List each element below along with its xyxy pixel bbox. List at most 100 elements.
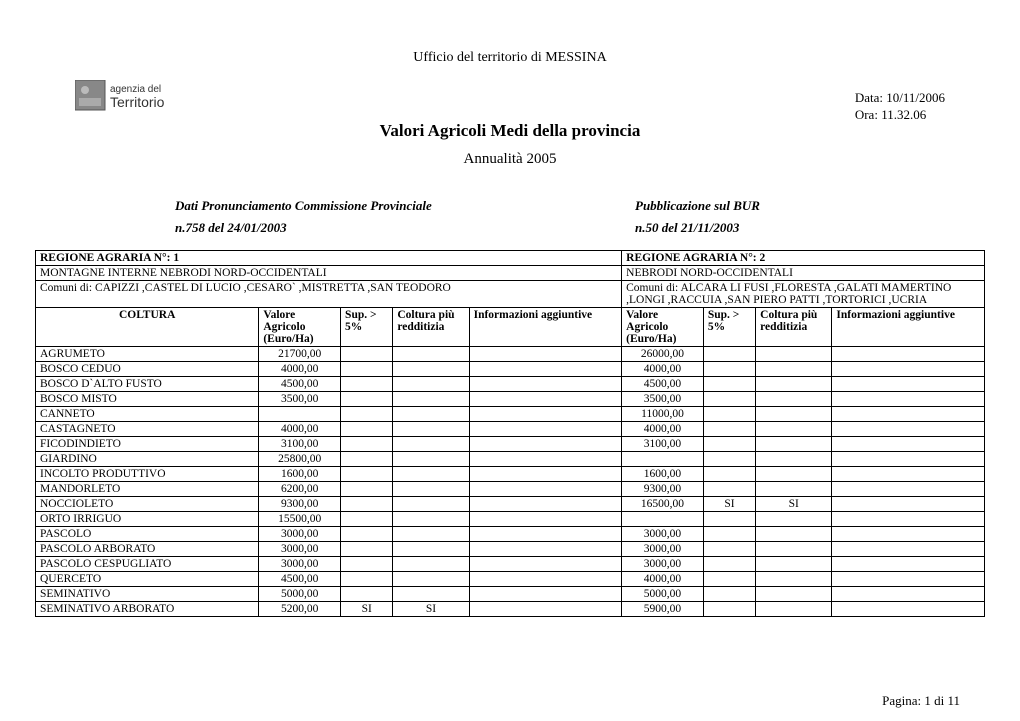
table-row: ORTO IRRIGUO15500,00 [36,512,985,527]
cell-r2 [756,587,832,602]
cell-coltura: BOSCO CEDUO [36,362,259,377]
cell-i1 [469,497,622,512]
cell-s1 [341,587,393,602]
cell-i2 [832,392,985,407]
cell-r1 [393,437,469,452]
date-label: Data: 10/11/2006 [855,90,945,107]
cell-r1 [393,527,469,542]
cell-r2: SI [756,497,832,512]
cell-v2 [622,452,704,467]
cell-s2 [703,407,755,422]
table-row: FICODINDIETO3100,003100,00 [36,437,985,452]
cell-i2 [832,467,985,482]
region-comuni-row: Comuni di: CAPIZZI ,CASTEL DI LUCIO ,CES… [36,281,985,308]
cell-i2 [832,497,985,512]
cell-v1: 3500,00 [259,392,341,407]
cell-s2 [703,512,755,527]
cell-i2 [832,587,985,602]
cell-r1 [393,392,469,407]
col-redditizia-2: Coltura più redditizia [756,308,832,347]
cell-i1 [469,512,622,527]
cell-v1: 4500,00 [259,572,341,587]
cell-r2 [756,542,832,557]
cell-i2 [832,377,985,392]
table-row: SEMINATIVO ARBORATO5200,00SISI5900,00 [36,602,985,617]
cell-r1 [393,542,469,557]
cell-v1: 9300,00 [259,497,341,512]
page-footer: Pagina: 1 di 11 [882,693,960,709]
cell-i1 [469,572,622,587]
cell-i1 [469,602,622,617]
cell-i1 [469,482,622,497]
cell-i2 [832,527,985,542]
cell-r2 [756,512,832,527]
col-valore-2: Valore Agricolo (Euro/Ha) [622,308,704,347]
data-table: REGIONE AGRARIA N°: 1 REGIONE AGRARIA N°… [35,250,985,617]
cell-r2 [756,377,832,392]
region1-subtitle: MONTAGNE INTERNE NEBRODI NORD-OCCIDENTAL… [36,266,622,281]
table-row: PASCOLO CESPUGLIATO3000,003000,00 [36,557,985,572]
cell-v2: 3100,00 [622,437,704,452]
cell-s2 [703,377,755,392]
cell-s1 [341,572,393,587]
cell-r1 [393,377,469,392]
table-row: QUERCETO4500,004000,00 [36,572,985,587]
cell-s2 [703,362,755,377]
cell-v2: 5000,00 [622,587,704,602]
cell-i1 [469,452,622,467]
cell-v2: 9300,00 [622,482,704,497]
cell-v2: 26000,00 [622,347,704,362]
cell-r1 [393,512,469,527]
cell-s1: SI [341,602,393,617]
cell-s1 [341,377,393,392]
header-block: Ufficio del territorio di MESSINA agenzi… [35,50,985,168]
cell-r2 [756,482,832,497]
table-row: BOSCO MISTO3500,003500,00 [36,392,985,407]
document-page: Ufficio del territorio di MESSINA agenzi… [0,0,1020,637]
cell-r1 [393,497,469,512]
time-label: Ora: 11.32.06 [855,107,945,124]
cell-coltura: CANNETO [36,407,259,422]
cell-r2 [756,527,832,542]
region1-comuni: Comuni di: CAPIZZI ,CASTEL DI LUCIO ,CES… [36,281,622,308]
cell-coltura: GIARDINO [36,452,259,467]
cell-v1: 5000,00 [259,587,341,602]
cell-v1: 1600,00 [259,467,341,482]
cell-i2 [832,452,985,467]
cell-coltura: QUERCETO [36,572,259,587]
cell-i2 [832,602,985,617]
cell-r1 [393,407,469,422]
cell-coltura: FICODINDIETO [36,437,259,452]
table-row: INCOLTO PRODUTTIVO1600,001600,00 [36,467,985,482]
region-subtitle-row: MONTAGNE INTERNE NEBRODI NORD-OCCIDENTAL… [36,266,985,281]
cell-v1: 21700,00 [259,347,341,362]
cell-v2: 16500,00 [622,497,704,512]
cell-v2: 3000,00 [622,542,704,557]
table-row: BOSCO D`ALTO FUSTO4500,004500,00 [36,377,985,392]
cell-coltura: PASCOLO CESPUGLIATO [36,557,259,572]
cell-v1: 3000,00 [259,527,341,542]
cell-i2 [832,437,985,452]
cell-v1: 3000,00 [259,557,341,572]
cell-r2 [756,557,832,572]
cell-v2: 3000,00 [622,557,704,572]
cell-r2 [756,452,832,467]
table-row: BOSCO CEDUO4000,004000,00 [36,362,985,377]
cell-r1 [393,467,469,482]
cell-v2: 4500,00 [622,377,704,392]
cell-i1 [469,437,622,452]
cell-v1: 3100,00 [259,437,341,452]
cell-i2 [832,422,985,437]
cell-s2 [703,602,755,617]
cell-v1: 3000,00 [259,542,341,557]
cell-r1 [393,482,469,497]
cell-coltura: CASTAGNETO [36,422,259,437]
cell-coltura: ORTO IRRIGUO [36,512,259,527]
main-title: Valori Agricoli Medi della provincia [35,121,985,141]
cell-v1: 5200,00 [259,602,341,617]
cell-i1 [469,392,622,407]
table-body: AGRUMETO21700,0026000,00BOSCO CEDUO4000,… [36,347,985,617]
cell-i2 [832,557,985,572]
cell-i1 [469,422,622,437]
cell-s1 [341,467,393,482]
